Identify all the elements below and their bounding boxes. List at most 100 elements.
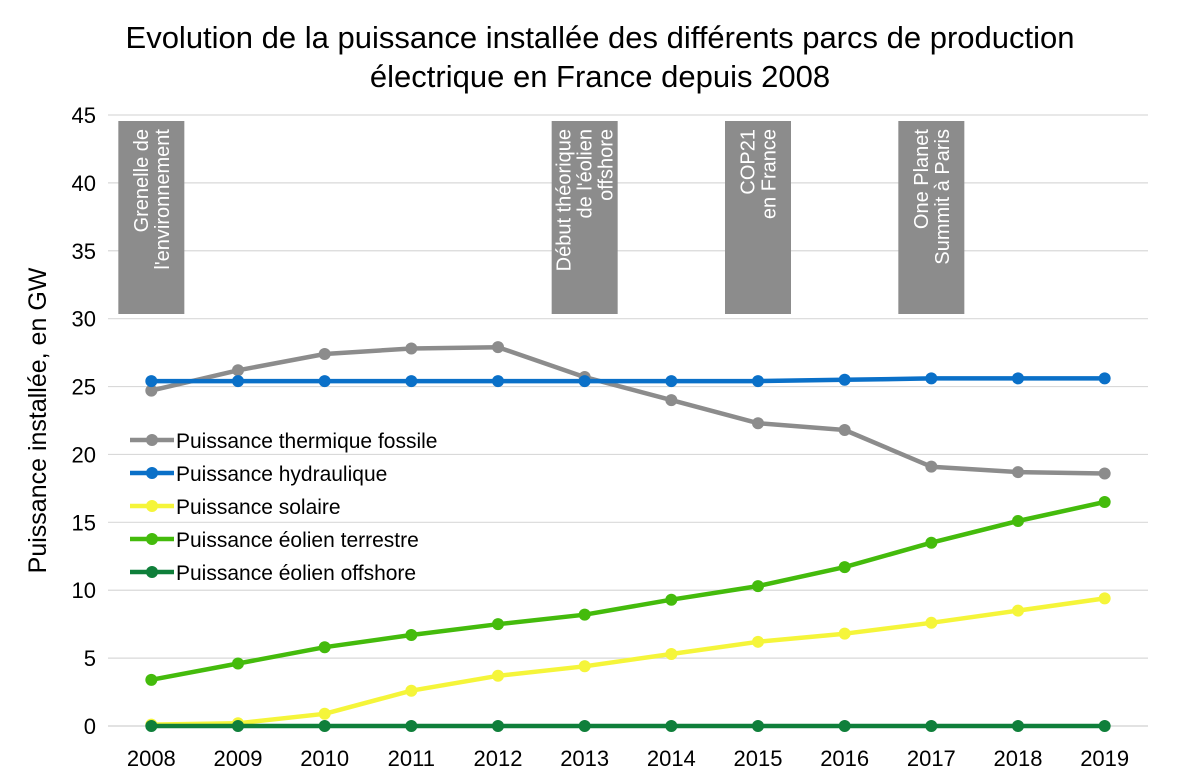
data-point xyxy=(405,375,418,388)
series-line xyxy=(149,376,1107,384)
annotation-box xyxy=(551,121,618,314)
data-point xyxy=(1098,720,1111,732)
data-point xyxy=(492,669,504,682)
data-point xyxy=(318,347,331,360)
x-tick-label: 2018 xyxy=(994,746,1043,771)
annotation-text: de l'éolien xyxy=(575,129,597,218)
data-point xyxy=(232,720,244,732)
x-tick-label: 2011 xyxy=(388,746,435,771)
x-tick-label: 2013 xyxy=(560,746,609,771)
legend-label: Puissance hydraulique xyxy=(176,463,387,486)
y-tick-label: 0 xyxy=(84,714,96,739)
data-point xyxy=(492,720,504,732)
x-tick-label: 2017 xyxy=(907,746,956,771)
data-point xyxy=(752,417,764,430)
y-tick-label: 15 xyxy=(72,510,96,535)
legend-label: Puissance éolien offshore xyxy=(176,562,416,585)
series-line xyxy=(149,499,1107,683)
x-tick-label: 2010 xyxy=(300,746,349,771)
data-point xyxy=(145,720,158,732)
y-tick-label: 25 xyxy=(72,375,96,400)
annotation-text: Début théorique xyxy=(554,129,576,271)
annotation-text: l'environnement xyxy=(152,129,174,270)
y-tick-label: 20 xyxy=(72,442,96,467)
x-tick-label: 2015 xyxy=(734,746,783,771)
data-point xyxy=(925,536,938,549)
y-tick-label: 5 xyxy=(84,646,96,671)
data-point xyxy=(752,580,764,593)
series-line xyxy=(149,596,1107,727)
legend-swatch-marker xyxy=(146,533,158,545)
data-point xyxy=(665,648,678,661)
y-tick-label: 35 xyxy=(72,239,96,264)
data-point xyxy=(925,460,938,473)
legend-label: Puissance solaire xyxy=(176,496,341,519)
annotation-text: Grenelle de xyxy=(131,129,153,232)
annotation-text: COP21 xyxy=(738,129,760,195)
data-point xyxy=(578,660,591,673)
data-point xyxy=(665,720,678,732)
legend-label: Puissance éolien terrestre xyxy=(176,529,419,552)
data-point xyxy=(318,707,331,720)
data-point xyxy=(405,629,418,642)
data-point xyxy=(318,375,331,388)
data-point xyxy=(1098,372,1111,385)
data-point xyxy=(232,364,244,377)
series-line xyxy=(149,344,1107,476)
data-point xyxy=(838,627,851,640)
data-point xyxy=(578,608,591,621)
data-point xyxy=(1098,592,1111,605)
x-tick-label: 2014 xyxy=(647,746,696,771)
y-tick-label: 45 xyxy=(72,103,96,128)
data-point xyxy=(232,375,244,388)
data-point xyxy=(752,635,764,648)
annotation-text: en France xyxy=(759,129,781,219)
data-point xyxy=(492,618,504,631)
data-point xyxy=(1098,467,1111,480)
y-tick-label: 10 xyxy=(72,578,96,603)
data-point xyxy=(578,375,591,388)
data-point xyxy=(145,384,158,397)
data-point xyxy=(1012,466,1024,479)
data-point xyxy=(838,373,851,386)
data-point xyxy=(925,720,938,732)
annotation-text: One Planet xyxy=(911,129,933,230)
data-point xyxy=(318,641,331,654)
x-tick-label: 2009 xyxy=(214,746,263,771)
chart-title: Evolution de la puissance installée des … xyxy=(125,20,1075,94)
legend-swatch-marker xyxy=(146,467,158,479)
data-point xyxy=(925,616,938,629)
data-point xyxy=(838,561,851,574)
data-point xyxy=(232,657,244,670)
legend-swatch-marker xyxy=(146,566,158,578)
data-point xyxy=(578,720,591,732)
x-tick-label: 2008 xyxy=(127,746,176,771)
x-tick-label: 2019 xyxy=(1080,746,1129,771)
data-point xyxy=(925,372,938,385)
data-point xyxy=(405,684,418,697)
data-point xyxy=(1098,495,1111,508)
legend-swatch-marker xyxy=(146,500,158,512)
x-tick-label: 2016 xyxy=(820,746,869,771)
y-tick-label: 40 xyxy=(72,171,96,196)
annotation-box xyxy=(118,121,185,314)
data-point xyxy=(752,375,764,388)
data-point xyxy=(492,341,504,354)
annotation-text: offshore xyxy=(596,129,618,201)
data-point xyxy=(405,342,418,355)
data-point xyxy=(492,375,504,388)
annotation-box xyxy=(898,121,965,314)
data-point xyxy=(838,720,851,732)
data-point xyxy=(752,720,764,732)
data-point xyxy=(405,720,418,732)
data-point xyxy=(1012,514,1024,527)
data-point xyxy=(318,720,331,732)
y-axis-label: Puissance installée, en GW xyxy=(24,267,52,573)
annotation-text: Summit à Paris xyxy=(932,129,954,265)
data-point xyxy=(1012,604,1024,617)
data-point xyxy=(665,593,678,606)
y-tick-label: 30 xyxy=(72,307,96,332)
data-point xyxy=(1012,372,1024,385)
